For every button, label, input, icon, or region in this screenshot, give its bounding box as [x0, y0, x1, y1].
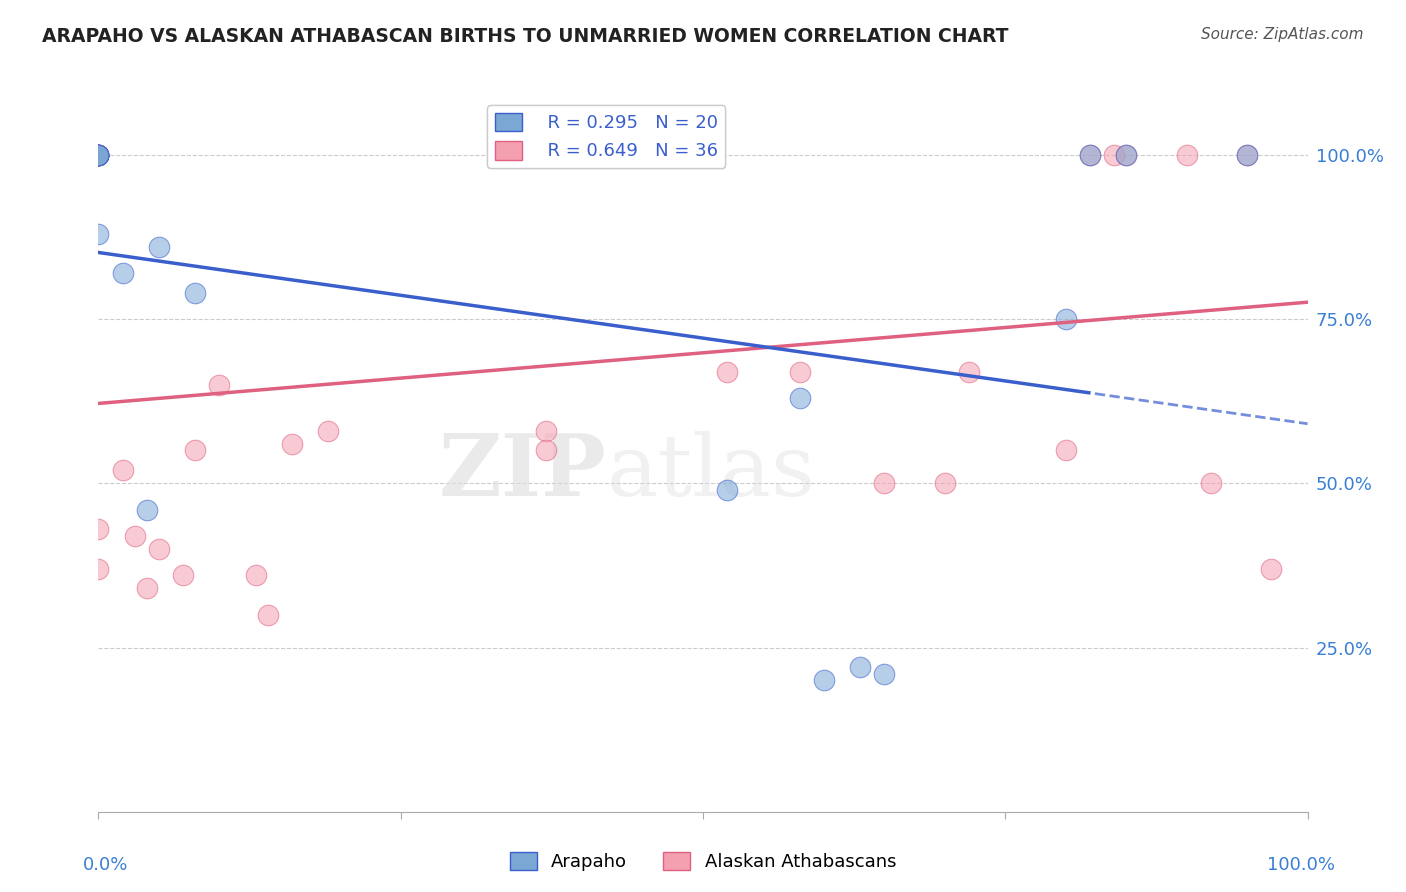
Legend:   R = 0.295   N = 20,   R = 0.649   N = 36: R = 0.295 N = 20, R = 0.649 N = 36 [488, 105, 725, 168]
Point [184, 443, 207, 458]
Point [534, 424, 557, 438]
Text: 100.0%: 100.0% [1267, 856, 1334, 874]
Point [1054, 312, 1077, 326]
Point [1078, 148, 1101, 162]
Point [1078, 148, 1101, 162]
Point [1236, 148, 1258, 162]
Point [148, 541, 170, 556]
Point [813, 673, 835, 688]
Point [716, 483, 738, 497]
Point [1260, 562, 1282, 576]
Point [534, 443, 557, 458]
Text: Source: ZipAtlas.com: Source: ZipAtlas.com [1201, 27, 1364, 42]
Point [256, 607, 278, 622]
Point [184, 285, 207, 300]
Point [1115, 148, 1137, 162]
Point [87, 148, 110, 162]
Point [547, 148, 569, 162]
Point [87, 148, 110, 162]
Point [789, 391, 811, 405]
Point [245, 568, 267, 582]
Point [716, 365, 738, 379]
Point [87, 522, 110, 536]
Point [87, 148, 110, 162]
Point [1175, 148, 1198, 162]
Point [87, 148, 110, 162]
Point [547, 148, 569, 162]
Point [87, 562, 110, 576]
Text: 0.0%: 0.0% [83, 856, 128, 874]
Point [316, 424, 339, 438]
Point [87, 148, 110, 162]
Point [1054, 443, 1077, 458]
Point [873, 476, 896, 491]
Point [849, 660, 872, 674]
Point [172, 568, 194, 582]
Point [135, 582, 157, 596]
Text: ZIP: ZIP [439, 430, 606, 514]
Point [124, 529, 146, 543]
Point [281, 437, 304, 451]
Point [1199, 476, 1222, 491]
Point [558, 148, 581, 162]
Point [957, 365, 980, 379]
Point [1102, 148, 1125, 162]
Legend: Arapaho, Alaskan Athabascans: Arapaho, Alaskan Athabascans [502, 845, 904, 879]
Point [87, 148, 110, 162]
Point [87, 148, 110, 162]
Point [87, 148, 110, 162]
Text: atlas: atlas [606, 431, 815, 514]
Point [87, 148, 110, 162]
Point [87, 148, 110, 162]
Point [873, 666, 896, 681]
Point [148, 240, 170, 254]
Point [135, 502, 157, 516]
Point [789, 365, 811, 379]
Point [934, 476, 956, 491]
Point [1115, 148, 1137, 162]
Point [1236, 148, 1258, 162]
Point [87, 148, 110, 162]
Point [111, 463, 134, 477]
Point [111, 266, 134, 280]
Point [208, 377, 231, 392]
Text: ARAPAHO VS ALASKAN ATHABASCAN BIRTHS TO UNMARRIED WOMEN CORRELATION CHART: ARAPAHO VS ALASKAN ATHABASCAN BIRTHS TO … [42, 27, 1008, 45]
Point [87, 227, 110, 241]
